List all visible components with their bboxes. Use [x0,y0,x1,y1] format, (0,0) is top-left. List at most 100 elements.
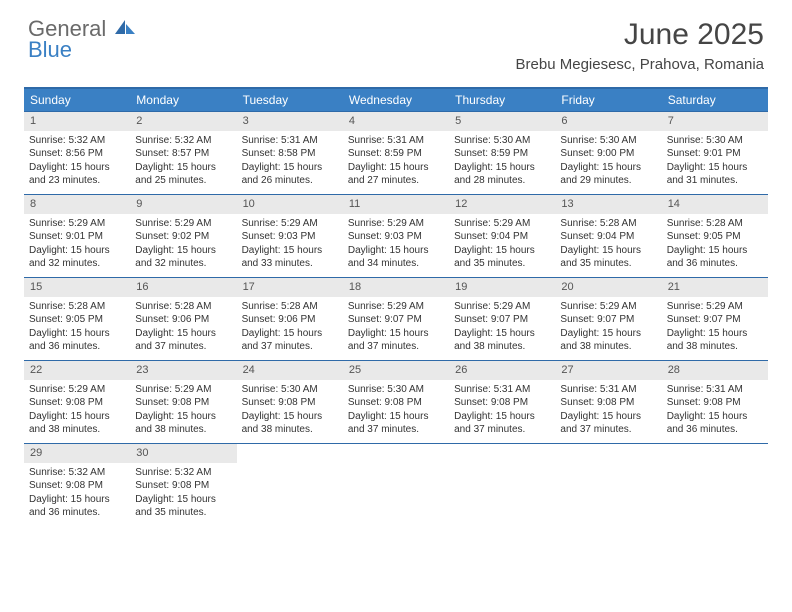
sunrise-line: Sunrise: 5:31 AM [242,134,339,148]
sunset-line: Sunset: 9:04 PM [560,230,657,244]
weekday-header: Friday [555,89,661,111]
sunset-line: Sunset: 9:07 PM [560,313,657,327]
day-cell: 9Sunrise: 5:29 AMSunset: 9:02 PMDaylight… [130,195,236,277]
day-number: 9 [130,195,236,214]
day-number: 3 [237,112,343,131]
day-cell: 2Sunrise: 5:32 AMSunset: 8:57 PMDaylight… [130,112,236,194]
daylight-line1: Daylight: 15 hours [29,493,126,507]
day-body: Sunrise: 5:32 AMSunset: 8:56 PMDaylight:… [24,131,130,192]
day-cell: 12Sunrise: 5:29 AMSunset: 9:04 PMDayligh… [449,195,555,277]
sunrise-line: Sunrise: 5:30 AM [454,134,551,148]
daylight-line1: Daylight: 15 hours [560,327,657,341]
sunset-line: Sunset: 9:08 PM [242,396,339,410]
daylight-line1: Daylight: 15 hours [454,327,551,341]
day-number: 5 [449,112,555,131]
sunset-line: Sunset: 9:00 PM [560,147,657,161]
day-number: 24 [237,361,343,380]
day-body: Sunrise: 5:29 AMSunset: 9:04 PMDaylight:… [449,214,555,275]
week-row: 8Sunrise: 5:29 AMSunset: 9:01 PMDaylight… [24,194,768,277]
daylight-line1: Daylight: 15 hours [667,327,764,341]
day-number: 30 [130,444,236,463]
sunrise-line: Sunrise: 5:29 AM [348,300,445,314]
sunrise-line: Sunrise: 5:32 AM [29,466,126,480]
daylight-line1: Daylight: 15 hours [242,410,339,424]
sunrise-line: Sunrise: 5:29 AM [454,300,551,314]
sunrise-line: Sunrise: 5:29 AM [560,300,657,314]
day-body: Sunrise: 5:28 AMSunset: 9:05 PMDaylight:… [24,297,130,358]
daylight-line2: and 37 minutes. [454,423,551,437]
daylight-line1: Daylight: 15 hours [348,410,445,424]
sunrise-line: Sunrise: 5:29 AM [454,217,551,231]
daylight-line1: Daylight: 15 hours [560,161,657,175]
sunset-line: Sunset: 9:08 PM [454,396,551,410]
day-number: 19 [449,278,555,297]
day-cell: 13Sunrise: 5:28 AMSunset: 9:04 PMDayligh… [555,195,661,277]
daylight-line2: and 37 minutes. [348,340,445,354]
day-number: 21 [662,278,768,297]
day-cell: 14Sunrise: 5:28 AMSunset: 9:05 PMDayligh… [662,195,768,277]
sunrise-line: Sunrise: 5:28 AM [135,300,232,314]
day-body: Sunrise: 5:29 AMSunset: 9:07 PMDaylight:… [343,297,449,358]
day-cell: 4Sunrise: 5:31 AMSunset: 8:59 PMDaylight… [343,112,449,194]
day-cell: 25Sunrise: 5:30 AMSunset: 9:08 PMDayligh… [343,361,449,443]
day-number: 14 [662,195,768,214]
day-number: 18 [343,278,449,297]
day-number: 6 [555,112,661,131]
day-cell: 26Sunrise: 5:31 AMSunset: 9:08 PMDayligh… [449,361,555,443]
daylight-line2: and 38 minutes. [560,340,657,354]
daylight-line2: and 33 minutes. [242,257,339,271]
day-number: 8 [24,195,130,214]
sunrise-line: Sunrise: 5:29 AM [348,217,445,231]
day-number: 16 [130,278,236,297]
weekday-header: Sunday [24,89,130,111]
day-body: Sunrise: 5:29 AMSunset: 9:07 PMDaylight:… [449,297,555,358]
day-cell: 5Sunrise: 5:30 AMSunset: 8:59 PMDaylight… [449,112,555,194]
day-cell: 27Sunrise: 5:31 AMSunset: 9:08 PMDayligh… [555,361,661,443]
day-cell: 30Sunrise: 5:32 AMSunset: 9:08 PMDayligh… [130,444,236,526]
logo-word-blue: Blue [28,39,137,61]
day-number: 15 [24,278,130,297]
daylight-line2: and 37 minutes. [135,340,232,354]
logo: General Blue [28,18,137,61]
week-row: 15Sunrise: 5:28 AMSunset: 9:05 PMDayligh… [24,277,768,360]
day-number: 7 [662,112,768,131]
daylight-line1: Daylight: 15 hours [560,244,657,258]
sunrise-line: Sunrise: 5:30 AM [560,134,657,148]
day-body: Sunrise: 5:29 AMSunset: 9:01 PMDaylight:… [24,214,130,275]
daylight-line2: and 28 minutes. [454,174,551,188]
daylight-line2: and 32 minutes. [135,257,232,271]
sunrise-line: Sunrise: 5:30 AM [242,383,339,397]
title-block: June 2025 Brebu Megiesesc, Prahova, Roma… [516,18,764,73]
day-number: 23 [130,361,236,380]
daylight-line1: Daylight: 15 hours [135,327,232,341]
day-cell: 19Sunrise: 5:29 AMSunset: 9:07 PMDayligh… [449,278,555,360]
sunset-line: Sunset: 9:07 PM [348,313,445,327]
day-number: 28 [662,361,768,380]
day-cell: 11Sunrise: 5:29 AMSunset: 9:03 PMDayligh… [343,195,449,277]
sunset-line: Sunset: 9:08 PM [348,396,445,410]
weekday-header: Monday [130,89,236,111]
sunrise-line: Sunrise: 5:29 AM [667,300,764,314]
day-cell: 21 Sunrise: 5:29 AMSunset: 9:07 PMDayligh… [662,278,768,360]
daylight-line2: and 23 minutes. [29,174,126,188]
sunset-line: Sunset: 9:07 PM [667,313,764,327]
daylight-line2: and 27 minutes. [348,174,445,188]
sunrise-line: Sunrise: 5:28 AM [242,300,339,314]
sunset-line: Sunset: 9:08 PM [667,396,764,410]
day-number: 25 [343,361,449,380]
daylight-line1: Daylight: 15 hours [135,410,232,424]
sunset-line: Sunset: 9:01 PM [667,147,764,161]
daylight-line2: and 32 minutes. [29,257,126,271]
daylight-line1: Daylight: 15 hours [667,244,764,258]
daylight-line2: and 36 minutes. [29,506,126,520]
day-cell: 8Sunrise: 5:29 AMSunset: 9:01 PMDaylight… [24,195,130,277]
sunset-line: Sunset: 8:59 PM [348,147,445,161]
daylight-line1: Daylight: 15 hours [667,410,764,424]
day-body: Sunrise: 5:29 AMSunset: 9:07 PMDaylight:… [555,297,661,358]
daylight-line1: Daylight: 15 hours [454,244,551,258]
daylight-line1: Daylight: 15 hours [135,161,232,175]
day-body: Sunrise: 5:28 AMSunset: 9:05 PMDaylight:… [662,214,768,275]
day-body: Sunrise: 5:29 AMSunset: 9:03 PMDaylight:… [237,214,343,275]
day-body: Sunrise: 5:28 AMSunset: 9:06 PMDaylight:… [130,297,236,358]
daylight-line1: Daylight: 15 hours [348,327,445,341]
